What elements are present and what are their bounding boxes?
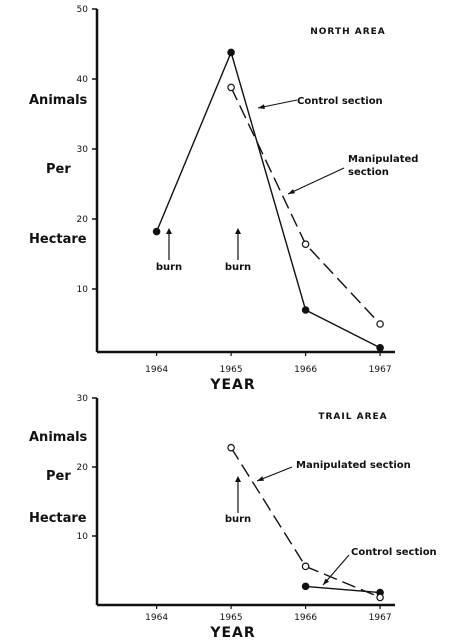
- x-tick-label: 1967: [369, 613, 392, 623]
- data-point: [376, 320, 384, 328]
- y-axis-title: Hectare: [29, 511, 87, 526]
- data-point: [227, 48, 235, 57]
- y-axis-title: Per: [46, 162, 71, 177]
- panel-title: TRAIL AREA: [318, 412, 387, 422]
- series-line: [305, 585, 381, 594]
- y-tick-label: 50: [77, 5, 89, 15]
- annotation-text: burn: [225, 262, 251, 273]
- y-axis-title: Animals: [29, 430, 88, 445]
- y-tick-label: 20: [77, 215, 89, 225]
- y-tick-label: 40: [77, 75, 89, 85]
- annotation-leader: [257, 99, 298, 109]
- trail-area-panel: 10 20 30 1964 1965 1966 1967 YEAR Animals Per Hect…: [29, 394, 437, 641]
- data-point: [301, 240, 310, 249]
- data-point: [376, 593, 384, 602]
- arrowhead: [258, 104, 265, 109]
- north-area-panel: 10 20 30 40 50 1964 1965 1966 1967 YEAR Animals Per…: [29, 5, 418, 393]
- annotation-leader: [287, 167, 345, 195]
- data-point: [376, 343, 384, 352]
- y-tick-label: 10: [77, 532, 89, 542]
- x-tick-label: 1964: [145, 365, 168, 375]
- y-axis-title: Per: [46, 469, 71, 484]
- y-tick-label: 30: [77, 145, 89, 155]
- y-tick-label: 20: [77, 463, 89, 473]
- y-axis-title: Hectare: [29, 232, 87, 247]
- data-point: [227, 83, 235, 92]
- y-axis-title: Animals: [29, 93, 88, 108]
- annotation-text: Manipulated section: [348, 154, 418, 178]
- x-axis-title: YEAR: [209, 377, 255, 393]
- arrowhead: [166, 228, 172, 234]
- data-point: [152, 227, 161, 236]
- y-tick-label: 10: [77, 285, 89, 295]
- x-tick-label: 1965: [220, 365, 243, 375]
- arrowhead: [235, 228, 241, 234]
- data-point: [301, 562, 310, 571]
- data-point: [301, 582, 310, 591]
- annotation-text: burn: [156, 262, 182, 273]
- annotation-text-line: section: [348, 167, 389, 178]
- series-line: [155, 50, 381, 349]
- y-tick-label: 30: [77, 394, 89, 404]
- annotation-text: Control section: [297, 96, 383, 107]
- annotation-leader: [322, 554, 350, 586]
- x-tick-label: 1967: [369, 365, 392, 375]
- arrowhead: [235, 476, 241, 482]
- annotation-text-line: Manipulated: [348, 154, 418, 165]
- x-tick-label: 1966: [294, 365, 317, 375]
- series-line: [230, 87, 381, 325]
- x-tick-label: 1965: [220, 613, 243, 623]
- x-tick-label: 1966: [294, 613, 317, 623]
- arrowhead: [288, 189, 295, 194]
- data-point: [227, 443, 235, 452]
- x-tick-label: 1964: [145, 613, 168, 623]
- data-point: [301, 306, 310, 314]
- annotation-text: burn: [225, 514, 251, 525]
- arrowhead: [323, 578, 330, 585]
- annotation-text: Manipulated section: [296, 460, 411, 471]
- annotation-text: Control section: [351, 547, 437, 558]
- x-axis-title: YEAR: [209, 625, 255, 641]
- panel-title: NORTH AREA: [310, 27, 386, 37]
- arrowhead: [257, 476, 264, 481]
